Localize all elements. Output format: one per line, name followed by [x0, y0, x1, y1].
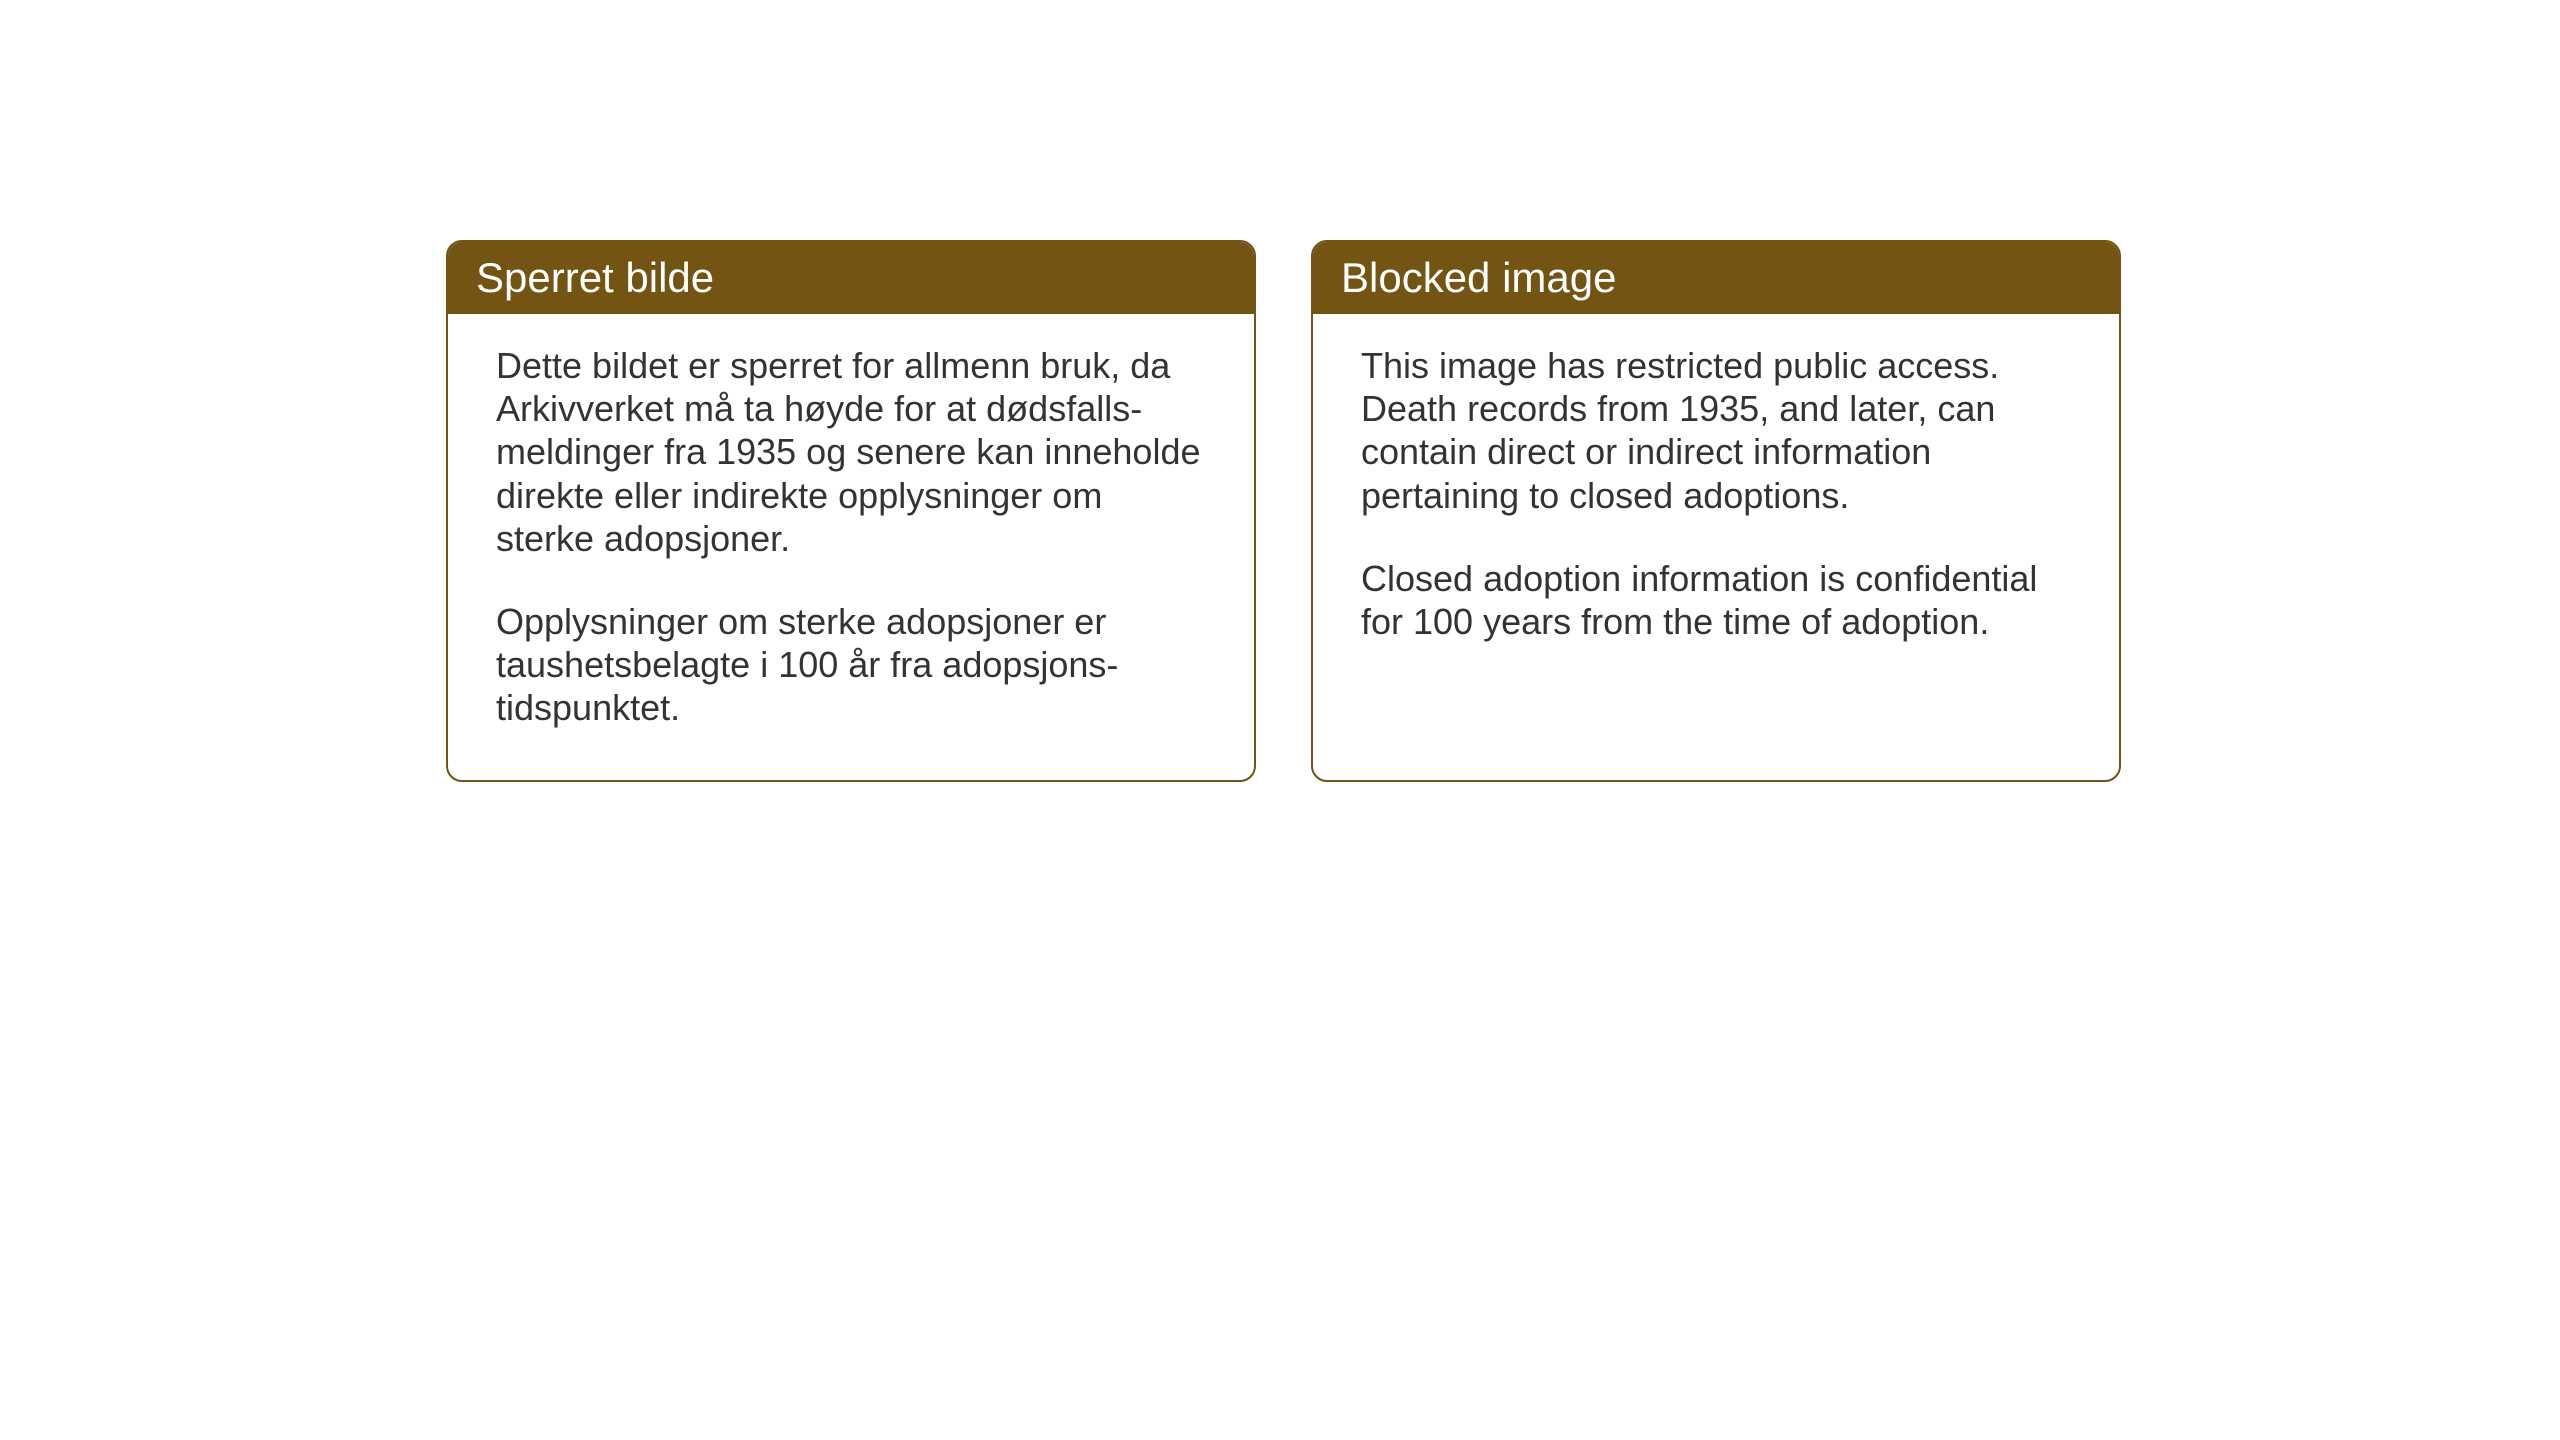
card-paragraph-norwegian-1: Dette bildet er sperret for allmenn bruk…: [496, 344, 1206, 560]
notice-card-english: Blocked image This image has restricted …: [1311, 240, 2121, 782]
card-header-norwegian: Sperret bilde: [448, 242, 1254, 314]
card-title-norwegian: Sperret bilde: [476, 254, 714, 301]
card-body-english: This image has restricted public access.…: [1313, 314, 2119, 693]
card-paragraph-norwegian-2: Opplysninger om sterke adopsjoner er tau…: [496, 600, 1206, 730]
card-body-norwegian: Dette bildet er sperret for allmenn bruk…: [448, 314, 1254, 780]
notice-container: Sperret bilde Dette bildet er sperret fo…: [446, 240, 2121, 782]
card-title-english: Blocked image: [1341, 254, 1616, 301]
card-header-english: Blocked image: [1313, 242, 2119, 314]
card-paragraph-english-2: Closed adoption information is confident…: [1361, 557, 2071, 643]
notice-card-norwegian: Sperret bilde Dette bildet er sperret fo…: [446, 240, 1256, 782]
card-paragraph-english-1: This image has restricted public access.…: [1361, 344, 2071, 517]
